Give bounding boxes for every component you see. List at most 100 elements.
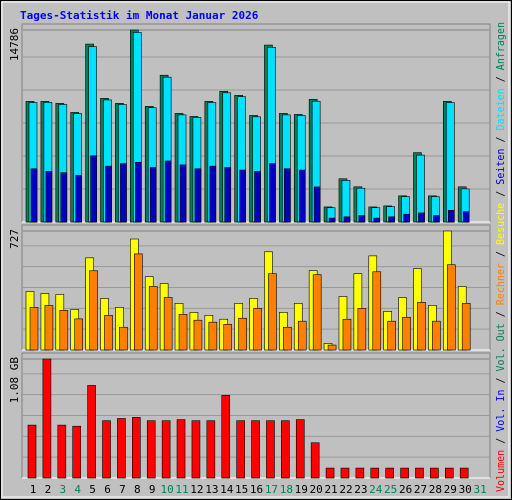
- bar: [433, 215, 440, 223]
- x-tick-label: 31: [473, 483, 486, 496]
- bar: [432, 320, 441, 351]
- bar: [403, 213, 410, 223]
- bar: [148, 286, 158, 351]
- bar: [295, 419, 305, 479]
- bar: [358, 215, 366, 223]
- bar: [328, 217, 336, 223]
- legend-item: Vol. In: [494, 390, 507, 432]
- x-tick-label: 1: [30, 483, 37, 496]
- x-tick-label: 28: [429, 483, 442, 496]
- x-tick-label: 4: [74, 483, 81, 496]
- x-tick-label: 9: [149, 483, 156, 496]
- bar: [385, 467, 394, 479]
- bar: [104, 314, 113, 351]
- bar: [266, 420, 275, 479]
- bar: [283, 326, 292, 351]
- bar: [87, 385, 96, 479]
- bar: [387, 320, 396, 351]
- y-tick-label: 727: [8, 229, 21, 249]
- legend-item: Dateien: [494, 88, 507, 130]
- bar: [29, 307, 39, 351]
- x-tick-label: 19: [295, 483, 308, 496]
- bar: [251, 420, 260, 479]
- legend-separator: /: [494, 305, 507, 323]
- bar: [191, 420, 201, 479]
- x-tick-label: 6: [104, 483, 111, 496]
- bar: [206, 420, 216, 479]
- bar: [281, 420, 290, 479]
- bar: [209, 165, 217, 223]
- x-tick-label: 14: [220, 483, 234, 496]
- x-tick-label: 12: [190, 483, 203, 496]
- bar: [164, 160, 172, 223]
- bar: [343, 216, 351, 223]
- bar: [236, 420, 245, 479]
- bar: [298, 169, 306, 223]
- bar: [193, 319, 203, 351]
- bar: [447, 210, 455, 223]
- bar: [221, 395, 231, 479]
- bar: [224, 167, 232, 223]
- legend-item: Rechner: [494, 263, 507, 306]
- bar: [135, 161, 142, 223]
- legend-separator: /: [494, 432, 507, 450]
- x-tick-label: 26: [399, 483, 412, 496]
- bar: [269, 163, 276, 223]
- legend-item: Besuche: [494, 203, 507, 245]
- x-tick-label: 18: [280, 483, 293, 496]
- x-tick-label: 8: [134, 483, 141, 496]
- bar: [340, 467, 350, 479]
- bar: [253, 308, 262, 351]
- x-tick-label: 21: [324, 483, 337, 496]
- chart-title: Tages-Statistik im Monat Januar 2026: [20, 9, 259, 22]
- bar: [120, 163, 127, 223]
- bar: [89, 270, 98, 351]
- bar: [416, 154, 425, 223]
- bar: [254, 171, 261, 223]
- bar: [105, 165, 112, 223]
- x-tick-label: 29: [444, 483, 457, 496]
- legend-separator: /: [494, 245, 507, 263]
- x-tick-label: 20: [310, 483, 323, 496]
- bar: [325, 467, 335, 479]
- bar: [59, 310, 69, 351]
- y-tick-label: 14786: [8, 28, 21, 61]
- x-tick-label: 25: [384, 483, 397, 496]
- x-tick-label: 27: [414, 483, 427, 496]
- bar: [461, 303, 471, 351]
- legend-separator: /: [494, 130, 507, 148]
- bar: [239, 169, 246, 223]
- bar: [179, 164, 187, 223]
- bar: [90, 155, 97, 223]
- bar: [134, 253, 143, 351]
- bar: [60, 172, 68, 223]
- x-tick-label: 17: [265, 483, 278, 496]
- legend-item: Vol. Out: [494, 323, 507, 371]
- bar: [417, 302, 426, 351]
- bar: [297, 320, 307, 351]
- legend-item: Seiten: [494, 149, 507, 185]
- x-tick-label: 16: [250, 483, 263, 496]
- legend-item: Anfragen: [494, 22, 507, 70]
- bar: [149, 167, 157, 223]
- bar: [102, 420, 111, 479]
- x-tick-label: 7: [119, 483, 126, 496]
- bar: [430, 467, 439, 479]
- bar: [462, 211, 470, 223]
- bar: [163, 297, 173, 351]
- bar: [238, 317, 247, 351]
- legend-separator: /: [494, 185, 507, 203]
- x-tick-label: 13: [205, 483, 218, 496]
- bar: [355, 467, 365, 479]
- bar: [313, 186, 321, 223]
- x-tick-label: 23: [354, 483, 367, 496]
- bar: [312, 274, 322, 351]
- bar: [42, 358, 52, 479]
- bar: [161, 420, 171, 479]
- bar: [400, 467, 409, 479]
- bar: [327, 344, 337, 351]
- bar: [284, 168, 291, 223]
- legend-separator: /: [494, 371, 507, 389]
